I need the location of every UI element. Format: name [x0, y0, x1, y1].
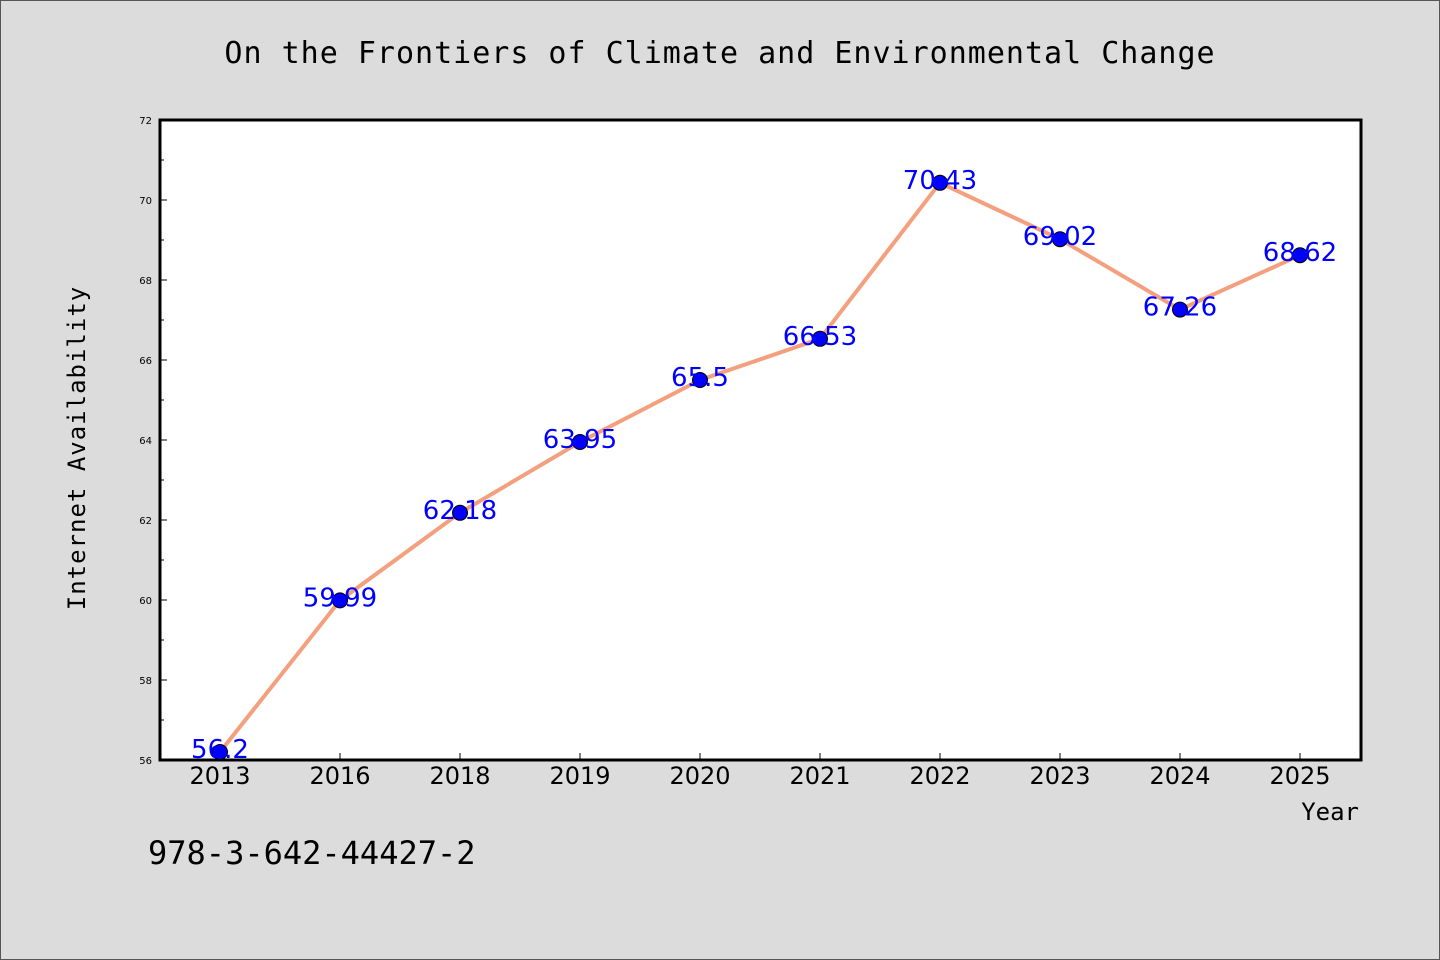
- data-point: [1172, 301, 1188, 318]
- data-point: [1292, 247, 1308, 264]
- data-markers: [212, 174, 1308, 760]
- x-tick-label: 2023: [1029, 762, 1090, 790]
- data-point: [1052, 231, 1068, 248]
- x-tick-label: 2013: [189, 762, 250, 790]
- y-tick-label: 64: [139, 436, 152, 447]
- y-tick-label: 68: [139, 276, 152, 287]
- y-axis-label: Internet Availability: [63, 286, 91, 610]
- isbn-annotation: 978-3-642-44427-2: [148, 834, 476, 872]
- x-tick-label: 2019: [549, 762, 610, 790]
- y-tick-label: 56: [139, 756, 152, 767]
- y-tick-label: 70: [139, 196, 152, 207]
- data-label: 66.53: [783, 322, 857, 352]
- data-point: [692, 372, 708, 388]
- data-point: [932, 174, 948, 191]
- x-axis: 2013 2016 2018 2019 2020 2021 2022 2023 2024 2025: [189, 753, 1331, 790]
- chart-title: On the Frontiers of Climate and Environm…: [224, 36, 1215, 71]
- series-line: [218, 180, 1301, 754]
- data-label: 68.62: [1263, 238, 1337, 268]
- data-label: 63.95: [543, 425, 617, 455]
- x-tick-label: 2022: [909, 762, 970, 790]
- data-point: [212, 744, 228, 760]
- data-point: [452, 504, 468, 521]
- x-tick-label: 2018: [429, 762, 490, 790]
- y-tick-label: 62: [139, 516, 152, 527]
- data-label: 59.99: [303, 583, 377, 613]
- x-tick-label: 2020: [669, 762, 730, 790]
- data-label: 70.43: [903, 166, 977, 196]
- y-tick-label: 72: [139, 116, 152, 127]
- data-label: 67.26: [1143, 293, 1217, 323]
- data-labels: 56.2 59.99 62.18 63.95 65.5 66.53 70.43 69.02 67…: [191, 166, 1337, 765]
- x-tick-label: 2025: [1269, 762, 1330, 790]
- data-point: [332, 592, 348, 609]
- x-tick-label: 2016: [309, 762, 370, 790]
- data-label: 69.02: [1023, 222, 1097, 252]
- x-axis-label: Year: [1301, 798, 1359, 826]
- y-tick-label: 58: [139, 676, 152, 687]
- y-axis: 56 58 60 62 64 66 68 70 72: [139, 116, 167, 767]
- x-tick-label: 2021: [789, 762, 850, 790]
- data-point: [572, 434, 588, 450]
- data-point: [812, 330, 828, 347]
- y-tick-label: 60: [139, 596, 152, 607]
- x-tick-label: 2024: [1149, 762, 1210, 790]
- data-label: 62.18: [423, 496, 497, 526]
- y-tick-label: 66: [139, 356, 152, 367]
- data-label: 65.5: [671, 363, 729, 393]
- plot-area: [158, 118, 1363, 762]
- data-label: 56.2: [191, 735, 249, 765]
